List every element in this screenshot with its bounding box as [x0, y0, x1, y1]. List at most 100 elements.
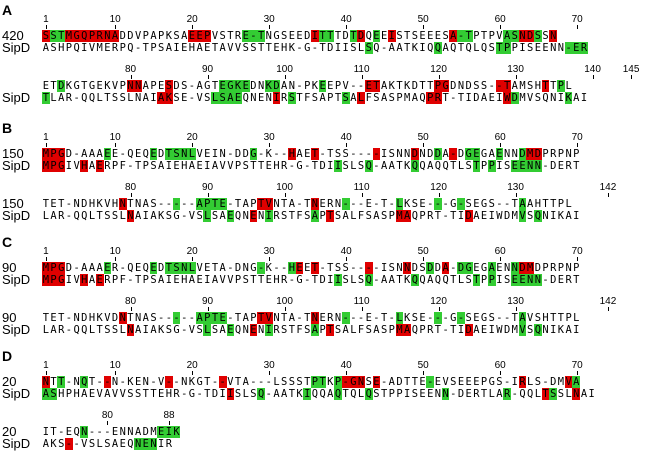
residue: S: [111, 210, 119, 222]
residue: D: [319, 160, 326, 172]
residue: P: [480, 376, 488, 388]
residue: T: [472, 274, 481, 286]
residue: P: [234, 274, 242, 286]
residue: -: [503, 376, 511, 388]
residue: -: [227, 312, 234, 324]
residue: P: [473, 30, 480, 42]
sequence-row: 90 MPGD-AAAER-QEQEDTSNLVETA-DNG-K--HEET-T…: [2, 261, 642, 274]
residue: G: [57, 262, 66, 274]
residue: N: [134, 92, 142, 104]
position-tick-label: 90: [201, 182, 214, 193]
residue: S: [388, 262, 395, 274]
residue: T: [250, 160, 257, 172]
position-tick-mark: [192, 25, 194, 29]
sequence-residues: ASHPHAEVAVVSSTTEHR-G-TDIISLSQ-AATKIQQAQT…: [42, 388, 596, 400]
residue: T: [257, 312, 265, 324]
residue: D: [550, 274, 557, 286]
residue: D: [518, 262, 527, 274]
residue: A: [242, 312, 249, 324]
position-tick-mark: [438, 307, 440, 311]
position-tick-label: 40: [340, 132, 352, 143]
residue: H: [80, 160, 89, 172]
residue: P: [203, 312, 212, 324]
residue: P: [142, 274, 149, 286]
residue: E: [480, 324, 488, 336]
residue: S: [534, 312, 541, 324]
residue: N: [572, 388, 581, 400]
residue: I: [419, 42, 426, 54]
residue: A: [388, 160, 395, 172]
residue: -: [257, 262, 265, 274]
residue: L: [565, 388, 572, 400]
residue: N: [42, 376, 50, 388]
residue: R: [65, 92, 73, 104]
residue: K: [288, 42, 295, 54]
residue: -: [173, 376, 180, 388]
residue: I: [65, 160, 73, 172]
residue: -: [450, 92, 457, 104]
residue: A: [527, 198, 534, 210]
position-tick-label: 70: [571, 14, 583, 25]
residue: T: [327, 262, 334, 274]
position-tick-mark: [438, 193, 440, 197]
residue: D: [450, 80, 457, 92]
residue: D: [327, 42, 334, 54]
residue: N: [73, 312, 80, 324]
position-tick-mark: [284, 307, 286, 311]
residue: G: [173, 324, 180, 336]
residue: A: [211, 274, 219, 286]
residue: -: [181, 324, 188, 336]
residue: I: [380, 262, 388, 274]
residue: Q: [411, 324, 418, 336]
residue: A: [50, 210, 57, 222]
residue: S: [357, 160, 365, 172]
residue: E: [96, 80, 103, 92]
residue: A: [511, 80, 518, 92]
position-tick-label: 70: [571, 360, 583, 371]
residue: H: [534, 80, 541, 92]
position-tick-label: 110: [353, 182, 370, 193]
residue: -: [364, 262, 373, 274]
residue: A: [196, 80, 203, 92]
position-tick-mark: [607, 307, 609, 311]
residue: S: [311, 92, 319, 104]
residue: A: [580, 388, 588, 400]
position-tick-label: 142: [599, 296, 617, 307]
residue: E: [380, 30, 388, 42]
residue: V: [219, 274, 226, 286]
residue: I: [511, 376, 518, 388]
residue: S: [465, 198, 472, 210]
residue: S: [334, 210, 342, 222]
residue: A: [380, 92, 388, 104]
sequence-row: 420 SSTMGQPRNADDVPAPKSAEEPVSTRE-TNGSEEDIT…: [2, 29, 642, 42]
residue: S: [49, 30, 58, 42]
residue: E: [557, 274, 565, 286]
residue: M: [511, 210, 518, 222]
residue: S: [534, 376, 541, 388]
residue: I: [142, 210, 149, 222]
residue: P: [573, 262, 580, 274]
residue: R: [565, 160, 572, 172]
residue: V: [442, 376, 449, 388]
residue: S: [388, 92, 395, 104]
position-tick-mark: [115, 371, 117, 375]
residue: T: [404, 30, 411, 42]
position-tick-mark: [346, 25, 348, 29]
residue: E: [427, 30, 434, 42]
residue: K: [188, 376, 196, 388]
residue: A: [226, 92, 235, 104]
residue: E: [173, 274, 180, 286]
residue: R: [273, 324, 280, 336]
residue: -: [188, 312, 196, 324]
residue: T: [464, 30, 473, 42]
residue: T: [550, 80, 557, 92]
sequence-row: SipD ASHPQIVMERPQ-TPSAIEHAETAVVSSTTEHK-G-…: [2, 41, 642, 54]
residue: -: [127, 160, 134, 172]
residue: T: [327, 148, 334, 160]
residue: V: [227, 376, 234, 388]
residue: P: [49, 262, 58, 274]
residue: R: [104, 274, 111, 286]
residue: Q: [419, 92, 426, 104]
residue: -: [373, 312, 380, 324]
residue: G: [296, 274, 303, 286]
